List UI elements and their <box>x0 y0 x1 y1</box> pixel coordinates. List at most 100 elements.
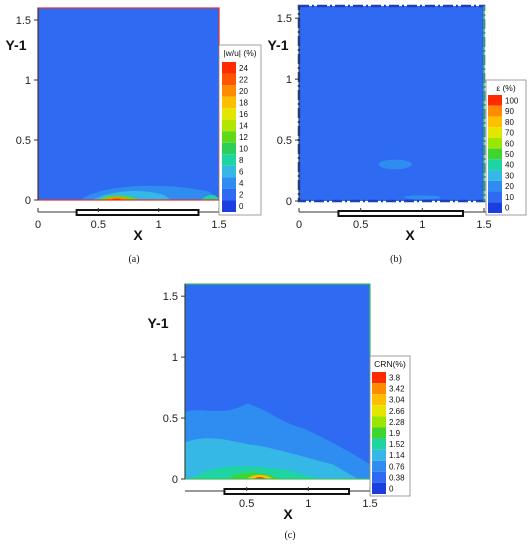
legend-swatch <box>222 73 236 86</box>
legend-swatch <box>372 383 386 395</box>
legend-swatch <box>372 471 386 483</box>
legend-value: 1.52 <box>389 440 405 449</box>
legend-swatch <box>222 188 236 201</box>
legend-swatch <box>222 119 236 132</box>
legend-value: 10 <box>239 145 248 154</box>
legend-value: 60 <box>505 139 514 148</box>
y-axis-label: Y-1 <box>147 315 168 331</box>
legend-value: 16 <box>239 110 248 119</box>
legend-value: 0 <box>389 484 394 493</box>
legend-swatch <box>488 127 502 138</box>
panel-caption: (c) <box>284 530 295 541</box>
legend-swatch <box>222 200 236 212</box>
legend-value: 20 <box>239 87 248 96</box>
legend-value: 18 <box>239 98 248 107</box>
contour-band <box>200 195 219 200</box>
legend-swatch <box>222 108 236 120</box>
x-tick-label: 1.5 <box>211 219 226 231</box>
legend-value: 0.38 <box>389 473 405 482</box>
legend-value: 80 <box>505 118 514 127</box>
legend-value: 0 <box>239 202 244 211</box>
x-tick-label: 0.5 <box>353 219 368 231</box>
panel-caption: (a) <box>128 254 139 265</box>
contour-band <box>191 466 321 479</box>
legend-swatch <box>488 170 502 181</box>
body-plate <box>75 209 200 216</box>
x-tick-label: 0.5 <box>239 498 254 510</box>
legend-swatch <box>222 177 236 189</box>
legend-value: 3.04 <box>389 396 405 405</box>
legend-value: 8 <box>239 156 244 165</box>
legend-value: 50 <box>505 150 514 159</box>
legend-value: 20 <box>505 182 514 191</box>
legend-swatch <box>488 137 502 149</box>
legend-swatch <box>222 131 236 143</box>
y-tick-label: 1.5 <box>277 13 292 25</box>
legend-value: 4 <box>239 179 244 188</box>
legend-value: 90 <box>505 107 514 116</box>
legend-value: 3.42 <box>389 385 405 394</box>
legend-swatch <box>372 482 386 494</box>
x-tick-label: 0.5 <box>91 219 106 231</box>
legend-value: 0.76 <box>389 462 405 471</box>
legend-value: 14 <box>239 121 248 130</box>
y-axis-label: Y-1 <box>5 37 26 53</box>
legend-title: CRN(%) <box>374 359 406 369</box>
legend-swatch <box>488 148 502 160</box>
x-axis-label: X <box>405 227 415 243</box>
legend-swatch <box>372 394 386 406</box>
contour-band <box>246 474 274 479</box>
legend-swatch <box>488 202 502 213</box>
legend-value: 3.8 <box>389 374 401 383</box>
x-tick-label: 1.5 <box>362 498 377 510</box>
legend-value: 1.14 <box>389 451 405 460</box>
panel-caption: (b) <box>390 254 402 265</box>
x-axis-label: X <box>133 227 143 243</box>
y-tick-label: 0.5 <box>277 135 292 147</box>
y-tick-label: 1 <box>286 74 292 86</box>
legend-swatch <box>222 165 236 178</box>
x-tick-label: 1 <box>419 219 425 231</box>
contour-background <box>299 6 484 201</box>
legend-swatch <box>372 460 386 472</box>
y-tick-label: 1 <box>172 352 178 364</box>
legend-swatch <box>372 427 386 439</box>
legend-value: 24 <box>239 64 248 73</box>
legend-value: 30 <box>505 171 514 180</box>
y-tick-label: 0.5 <box>16 135 31 147</box>
x-tick-label: 1 <box>305 498 311 510</box>
x-tick-label: 0 <box>35 219 41 231</box>
y-axis-label: Y-1 <box>267 37 288 53</box>
legend-value: 0 <box>505 204 510 213</box>
legend-value: 10 <box>505 193 514 202</box>
y-tick-label: 0 <box>286 196 292 208</box>
contour-band <box>104 197 130 200</box>
legend-swatch <box>222 96 236 109</box>
y-tick-label: 0.5 <box>163 413 178 425</box>
legend-value: 2 <box>239 191 244 200</box>
legend-value: 100 <box>505 96 519 105</box>
legend-swatch <box>372 372 386 384</box>
y-tick-label: 1.5 <box>16 15 31 27</box>
legend-swatch <box>488 180 502 192</box>
legend-swatch <box>488 191 502 203</box>
x-tick-label: 1 <box>156 219 162 231</box>
y-tick-label: 1.5 <box>163 291 178 303</box>
legend-title: ε (%) <box>496 83 516 93</box>
legend-value: 2.66 <box>389 407 405 416</box>
legend-swatch <box>222 142 236 155</box>
legend-value: 1.9 <box>389 429 401 438</box>
x-tick-label: 1.5 <box>476 219 491 231</box>
body-plate <box>337 210 465 217</box>
contour-band <box>378 159 412 170</box>
legend-swatch <box>222 85 236 97</box>
legend-swatch <box>372 449 386 461</box>
y-tick-label: 0 <box>25 195 31 207</box>
panel-b: 00.511.50 0.5 1 1.5XY-1ε (%)100908070605040… <box>267 4 527 265</box>
legend-swatch <box>372 438 386 450</box>
contour-background <box>38 8 219 200</box>
legend-value: 22 <box>239 75 248 84</box>
legend-value: 70 <box>505 129 514 138</box>
legend-value: 12 <box>239 133 248 142</box>
